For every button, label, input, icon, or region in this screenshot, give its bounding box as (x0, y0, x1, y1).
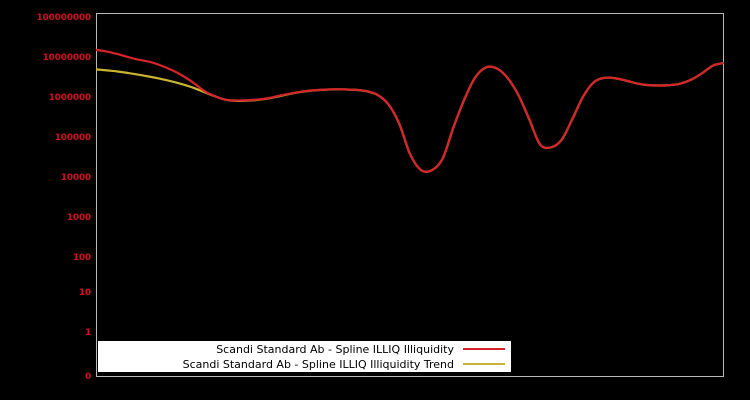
y-tick-label-1: 10000000 (42, 53, 92, 63)
chart-legend[interactable]: Scandi Standard Ab - Spline ILLIQ Illiqu… (97, 340, 512, 373)
y-tick-label-0: 100000000 (36, 13, 91, 23)
legend-swatch-trend (463, 363, 505, 365)
series-line-illiquidity (96, 50, 724, 172)
series-lines (96, 13, 724, 377)
legend-entry-illiquidity[interactable]: Scandi Standard Ab - Spline ILLIQ Illiqu… (98, 342, 511, 357)
y-tick-label-9: 0 (84, 372, 91, 382)
y-tick-label-2: 1000000 (48, 93, 92, 103)
y-tick-label-3: 100000 (54, 133, 92, 143)
y-tick-label-8: 1 (84, 328, 91, 338)
y-axis-tick-labels: 100000000 10000000 1000000 100000 10000 … (0, 0, 91, 400)
legend-entry-trend[interactable]: Scandi Standard Ab - Spline ILLIQ Illiqu… (98, 357, 511, 372)
legend-label-illiquidity: Scandi Standard Ab - Spline ILLIQ Illiqu… (216, 342, 454, 356)
y-tick-label-5: 1000 (66, 213, 91, 223)
y-tick-label-6: 100 (72, 253, 91, 263)
y-tick-label-4: 10000 (60, 173, 92, 183)
y-tick-label-7: 10 (78, 288, 91, 298)
legend-swatch-illiquidity (463, 348, 505, 350)
legend-label-trend: Scandi Standard Ab - Spline ILLIQ Illiqu… (182, 357, 454, 371)
plot-area-frame (96, 13, 724, 377)
